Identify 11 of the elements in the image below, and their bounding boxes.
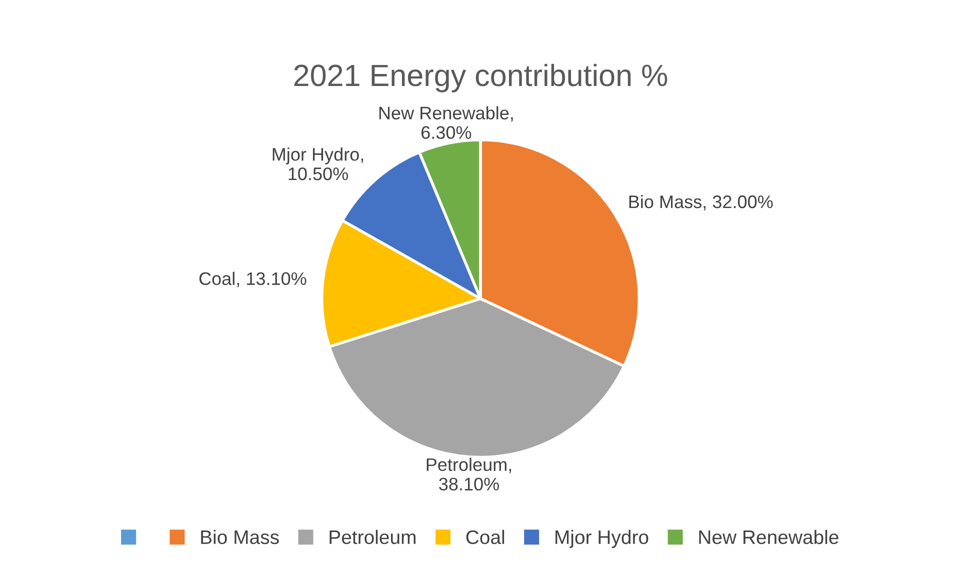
data-label: Coal, 13.10% xyxy=(199,272,306,288)
legend-label: Mjor Hydro xyxy=(556,530,648,548)
data-label: New Renewable, 6.30% xyxy=(379,106,513,139)
legend-label: Bio Mass xyxy=(201,530,279,544)
legend-label: New Renewable xyxy=(699,530,838,544)
chart-title: 2021 Energy contribution % xyxy=(294,64,668,92)
data-label: Petroleum, 38.10% xyxy=(426,458,512,490)
legend-label: Petroleum xyxy=(330,530,416,544)
data-label: Bio Mass, 32.00% xyxy=(629,194,773,210)
data-label: Mjor Hydro, 10.50% xyxy=(272,148,364,180)
legend-label: Coal xyxy=(466,530,504,544)
